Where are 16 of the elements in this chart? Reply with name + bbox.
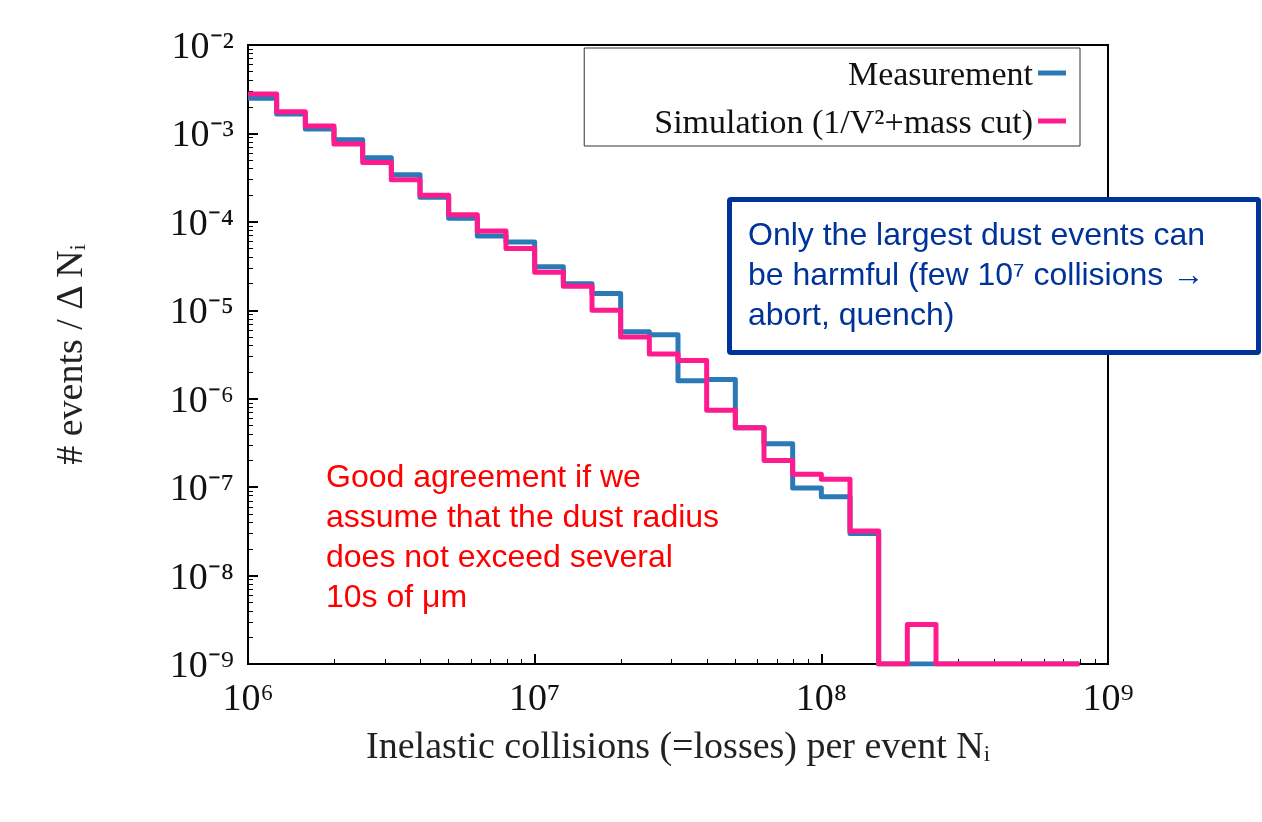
y-tick-label: 10⁻² — [171, 24, 234, 66]
callout-box: Only the largest dust events can be harmful (few 10⁷ collisions → abort, quench) — [727, 197, 1261, 355]
y-tick-label: 10⁻⁵ — [169, 289, 234, 332]
y-tick-label: 10⁻⁸ — [169, 554, 234, 597]
y-tick-label: 10⁻⁷ — [169, 466, 234, 509]
x-tick-label: 10⁹ — [1082, 676, 1134, 718]
x-tick-label: 10⁸ — [795, 676, 847, 718]
annotation: Good agreement if we assume that the dust radius does not exceed several 10s of μm — [326, 457, 721, 616]
y-axis-title: # events / Δ Nᵢ — [48, 244, 90, 465]
legend-label: Measurement — [847, 54, 1034, 92]
legend-label: Simulation (1/V²+mass cut) — [654, 102, 1033, 141]
y-tick-label: 10⁻⁴ — [169, 200, 234, 243]
y-tick-label: 10⁻⁶ — [169, 377, 234, 420]
x-tick-label: 10⁷ — [509, 676, 561, 718]
y-tick-label: 10⁻³ — [171, 112, 234, 155]
x-axis-title: Inelastic collisions (=losses) per event Nᵢ — [366, 724, 990, 767]
